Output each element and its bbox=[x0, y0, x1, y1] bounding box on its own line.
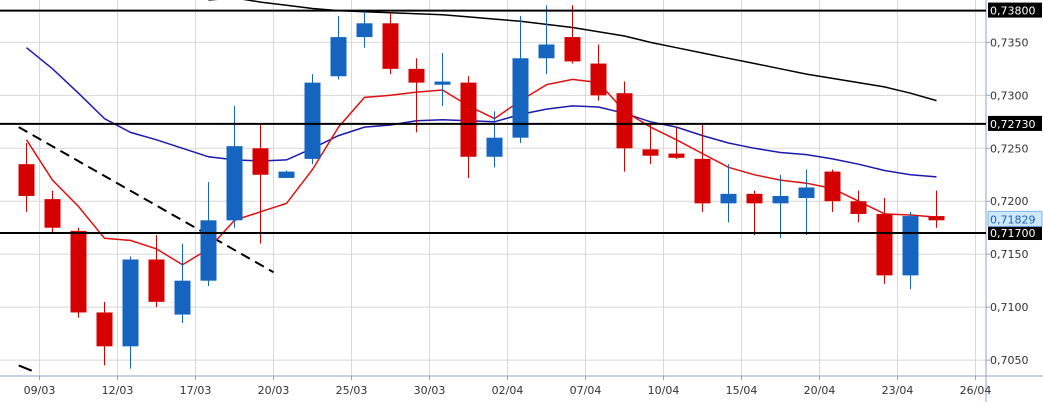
x-tick-label: 17/03 bbox=[180, 384, 212, 397]
candle-body bbox=[460, 82, 477, 157]
candle-body bbox=[538, 44, 555, 59]
y-tick-label: 0,7350 bbox=[990, 36, 1029, 49]
y-tick-label: 0,7050 bbox=[990, 354, 1029, 367]
x-tick-label: 09/03 bbox=[24, 384, 56, 397]
level-price-label: 0,73800 bbox=[990, 5, 1036, 18]
dashed-trendline bbox=[18, 126, 274, 274]
candle-body bbox=[486, 137, 503, 157]
y-tick-label: 0,7150 bbox=[990, 248, 1029, 261]
ma-mid-line bbox=[26, 47, 937, 178]
x-tick-label: 12/03 bbox=[102, 384, 134, 397]
level-price-label: 0,71700 bbox=[990, 227, 1036, 240]
candle-body bbox=[590, 63, 607, 96]
candle-body bbox=[512, 58, 529, 138]
x-axis: 09/03 12/03 17/03 20/03 25/03 30/03 02/04 07/04… bbox=[24, 376, 992, 397]
level-price-tag: 0,72730 bbox=[988, 115, 1042, 131]
candle-body bbox=[330, 37, 347, 77]
candle-body bbox=[122, 259, 139, 347]
x-tick-label: 25/03 bbox=[336, 384, 368, 397]
candle-body bbox=[798, 187, 815, 199]
level-price-tag-bg bbox=[988, 115, 1042, 131]
level-price-tag-bg bbox=[988, 2, 1042, 18]
x-tick-label: 30/03 bbox=[414, 384, 446, 397]
candle-body bbox=[668, 153, 685, 158]
ma-fast-line bbox=[25, 78, 937, 266]
y-tick-label: 0,7100 bbox=[990, 301, 1029, 314]
candle-body bbox=[252, 148, 269, 175]
level-price-label: 0,72730 bbox=[990, 118, 1036, 131]
candle-body bbox=[642, 149, 659, 156]
candle-body bbox=[44, 199, 61, 228]
current-price-label: 0,71829 bbox=[990, 213, 1036, 226]
candle-body bbox=[96, 312, 113, 347]
candle-body bbox=[720, 193, 737, 204]
y-tick-label: 0,7250 bbox=[990, 142, 1029, 155]
y-tick-label: 0,7300 bbox=[990, 89, 1029, 102]
candle-body bbox=[304, 82, 321, 159]
candle-body bbox=[408, 68, 425, 83]
x-tick-label: 15/04 bbox=[726, 384, 758, 397]
candle-body bbox=[564, 37, 581, 62]
current-price-tag: 0,71829 bbox=[987, 210, 1043, 227]
candle-body bbox=[850, 201, 867, 214]
candle-body bbox=[772, 195, 789, 204]
level-price-tag: 0,73800 bbox=[988, 2, 1042, 18]
candles bbox=[18, 5, 945, 369]
x-tick-label: 23/04 bbox=[882, 384, 914, 397]
x-tick-label: 02/04 bbox=[492, 384, 524, 397]
candle-body bbox=[70, 230, 87, 313]
x-tick-label: 10/04 bbox=[648, 384, 680, 397]
candle-body bbox=[824, 171, 841, 202]
candle-body bbox=[18, 164, 35, 196]
candle-body bbox=[902, 216, 919, 276]
trendline-bottom-left bbox=[18, 364, 33, 372]
candle-body bbox=[928, 216, 945, 221]
x-tick-label: 26/04 bbox=[960, 384, 992, 397]
x-tick-label: 07/04 bbox=[570, 384, 602, 397]
candle-body bbox=[746, 193, 763, 204]
x-tick-label: 20/03 bbox=[258, 384, 290, 397]
level-price-tag-bg bbox=[988, 225, 1042, 241]
level-price-tag: 0,71700 bbox=[988, 225, 1042, 241]
candle-body bbox=[174, 280, 191, 315]
y-axis: 0,7050 0,7100 0,7150 0,7200 0,7250 0,7300 0,73… bbox=[986, 36, 1029, 367]
candle-body bbox=[148, 259, 165, 302]
candle-body bbox=[226, 146, 243, 221]
candle-body bbox=[616, 93, 633, 149]
current-price-tag-bg bbox=[987, 210, 1043, 227]
candle-body bbox=[876, 213, 893, 276]
candle-body bbox=[434, 81, 451, 85]
candle-body bbox=[382, 23, 399, 69]
x-tick-label: 20/04 bbox=[804, 384, 836, 397]
candle-body bbox=[278, 171, 295, 178]
candle-body bbox=[200, 220, 217, 281]
candle-body bbox=[356, 23, 373, 38]
y-tick-label: 0,7200 bbox=[990, 195, 1029, 208]
candle-body bbox=[694, 158, 711, 204]
